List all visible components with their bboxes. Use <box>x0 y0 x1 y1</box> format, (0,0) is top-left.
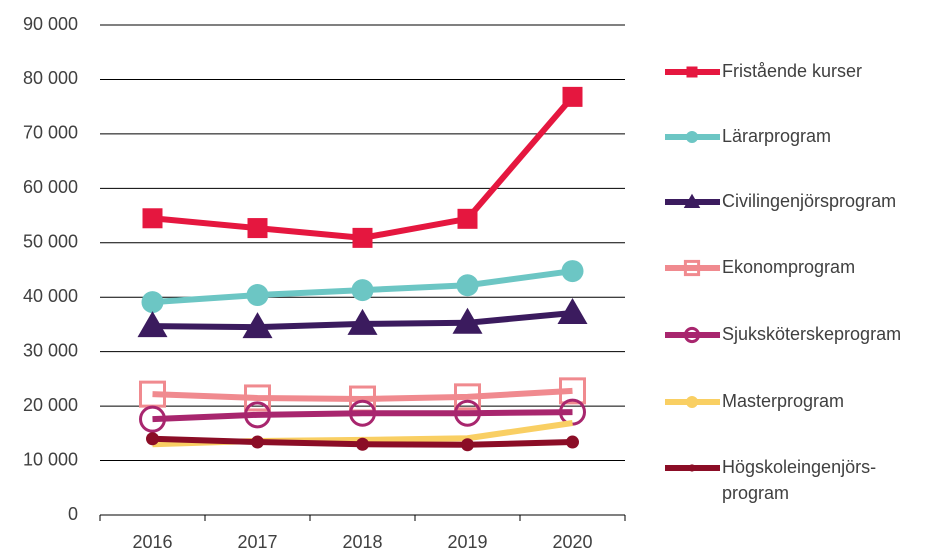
marker <box>251 435 264 449</box>
marker <box>247 218 268 239</box>
marker <box>683 326 701 344</box>
x-tick-label: 2020 <box>552 532 592 551</box>
marker <box>559 377 586 405</box>
series-line <box>152 409 573 423</box>
legend-label: Sjuksköterskeprogram <box>722 324 901 344</box>
legend-label: Lärarprogram <box>722 126 831 146</box>
marker <box>244 384 271 412</box>
marker <box>242 312 273 339</box>
y-tick-label: 60 000 <box>23 177 78 197</box>
y-tick-label: 80 000 <box>23 68 78 88</box>
marker <box>683 193 701 209</box>
series-line <box>152 94 575 241</box>
legend-label: Högskoleingenjörs-program <box>722 457 876 503</box>
y-tick-label: 50 000 <box>23 232 78 252</box>
y-tick-label: 30 000 <box>23 340 78 360</box>
marker <box>349 399 376 427</box>
marker <box>562 86 583 107</box>
marker <box>686 66 698 78</box>
marker <box>688 464 696 472</box>
x-tick-label: 2017 <box>237 532 277 551</box>
y-tick-label: 70 000 <box>23 123 78 143</box>
y-tick-label: 10 000 <box>23 449 78 469</box>
legend-label: Ekonomprogram <box>722 257 855 277</box>
marker <box>685 130 699 144</box>
marker <box>557 298 588 325</box>
marker <box>566 435 579 449</box>
legend-label: Fristående kurser <box>722 61 862 81</box>
y-tick-label: 90 000 <box>23 14 78 34</box>
marker <box>454 399 481 427</box>
marker <box>141 291 164 314</box>
series-line <box>152 387 573 403</box>
y-tick-label: 40 000 <box>23 286 78 306</box>
marker <box>683 259 701 277</box>
marker <box>461 438 474 452</box>
x-tick-label: 2018 <box>342 532 382 551</box>
x-tick-label: 2019 <box>447 532 487 551</box>
marker <box>347 308 378 335</box>
marker <box>561 260 584 283</box>
marker <box>244 401 271 429</box>
marker <box>686 396 698 408</box>
marker <box>456 274 479 297</box>
marker <box>139 405 166 433</box>
marker <box>356 437 369 451</box>
y-tick-label: 20 000 <box>23 395 78 415</box>
x-tick-label: 2016 <box>132 532 172 551</box>
legend-label: Masterprogram <box>722 391 844 411</box>
marker <box>352 227 373 248</box>
y-tick-label: 0 <box>68 504 78 524</box>
marker <box>457 208 478 229</box>
marker <box>452 307 483 334</box>
marker <box>142 208 163 229</box>
marker <box>146 432 159 446</box>
marker <box>454 383 481 411</box>
marker <box>137 311 168 338</box>
marker <box>351 279 374 302</box>
legend-label: Civilingenjörsprogram <box>722 191 896 211</box>
marker <box>246 284 269 307</box>
